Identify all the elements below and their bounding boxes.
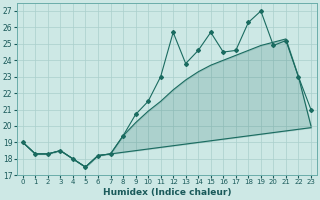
X-axis label: Humidex (Indice chaleur): Humidex (Indice chaleur) xyxy=(103,188,231,197)
